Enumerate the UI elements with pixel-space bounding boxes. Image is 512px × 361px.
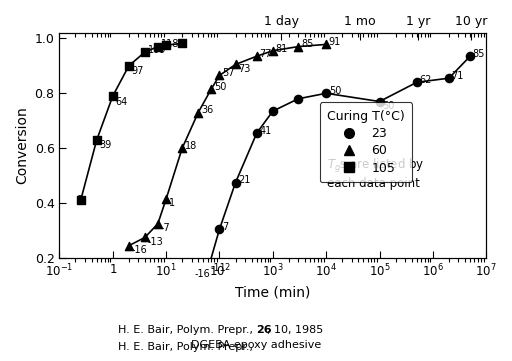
Text: 118: 118 (161, 39, 179, 49)
Text: , 10, 1985: , 10, 1985 (267, 325, 324, 335)
Text: H. E. Bair, Polym. Prepr.,: H. E. Bair, Polym. Prepr., (117, 342, 256, 352)
Text: 50: 50 (329, 86, 341, 96)
Point (194, 110, 202, 116)
Text: 57: 57 (222, 68, 234, 78)
Point (154, 44, 162, 49)
Text: 36: 36 (201, 105, 213, 115)
Text: -16: -16 (194, 269, 210, 279)
Point (413, 79, 421, 85)
Point (204, 268, 212, 273)
Point (207, 86, 216, 92)
Text: 85: 85 (473, 49, 485, 59)
Point (294, 44, 303, 49)
Text: 41: 41 (260, 126, 272, 136)
Point (231, 180, 240, 186)
Text: -16: -16 (132, 245, 147, 255)
Text: 81: 81 (275, 44, 288, 53)
Text: 62: 62 (419, 75, 432, 85)
Point (216, 73, 224, 78)
Point (178, 40, 186, 46)
Point (445, 75, 453, 81)
Legend: 23, 60, 105: 23, 60, 105 (319, 102, 412, 182)
Text: 8: 8 (76, 195, 82, 205)
Text: 77: 77 (260, 49, 272, 59)
Point (93, 137, 101, 143)
Point (187, 273, 196, 279)
X-axis label: Time (min): Time (min) (235, 285, 310, 299)
Point (162, 42, 170, 48)
Point (125, 243, 133, 249)
Point (322, 90, 330, 96)
Point (141, 235, 149, 240)
Text: 71: 71 (452, 71, 464, 81)
Text: -11: -11 (210, 263, 226, 273)
Text: 26: 26 (256, 325, 272, 335)
Text: -13: -13 (147, 236, 163, 247)
Text: 64: 64 (115, 96, 127, 106)
Text: 7: 7 (222, 222, 228, 232)
Text: 109: 109 (147, 45, 166, 55)
Point (294, 96, 303, 102)
Point (154, 221, 162, 227)
Text: 73: 73 (238, 64, 250, 74)
Point (269, 108, 277, 114)
Text: $T_g$s are listed by
each data point: $T_g$s are listed by each data point (327, 157, 424, 191)
Point (141, 49, 149, 55)
Point (466, 53, 474, 59)
Point (231, 62, 240, 68)
Text: 97: 97 (132, 66, 144, 76)
Point (178, 145, 186, 151)
Point (322, 42, 330, 47)
Text: 18: 18 (185, 141, 197, 151)
Point (252, 130, 261, 136)
Text: 39: 39 (99, 140, 112, 151)
Text: H. E. Bair, Polym. Prepr.,: H. E. Bair, Polym. Prepr., (117, 325, 256, 335)
Point (125, 63, 133, 69)
Text: DGEBA epoxy adhesive: DGEBA epoxy adhesive (191, 340, 321, 350)
Text: 50: 50 (382, 101, 395, 112)
Text: 1: 1 (169, 198, 175, 208)
Text: 21: 21 (238, 175, 250, 185)
Point (269, 48, 277, 53)
Point (216, 226, 224, 232)
Text: 91: 91 (329, 37, 341, 47)
Point (162, 196, 170, 202)
Text: -7: -7 (161, 223, 170, 233)
Point (375, 99, 383, 104)
Point (252, 53, 261, 59)
Point (109, 93, 117, 99)
Text: 50: 50 (214, 82, 226, 92)
Text: 85: 85 (301, 39, 313, 49)
Point (77, 197, 85, 203)
Y-axis label: Conversion: Conversion (15, 106, 29, 184)
